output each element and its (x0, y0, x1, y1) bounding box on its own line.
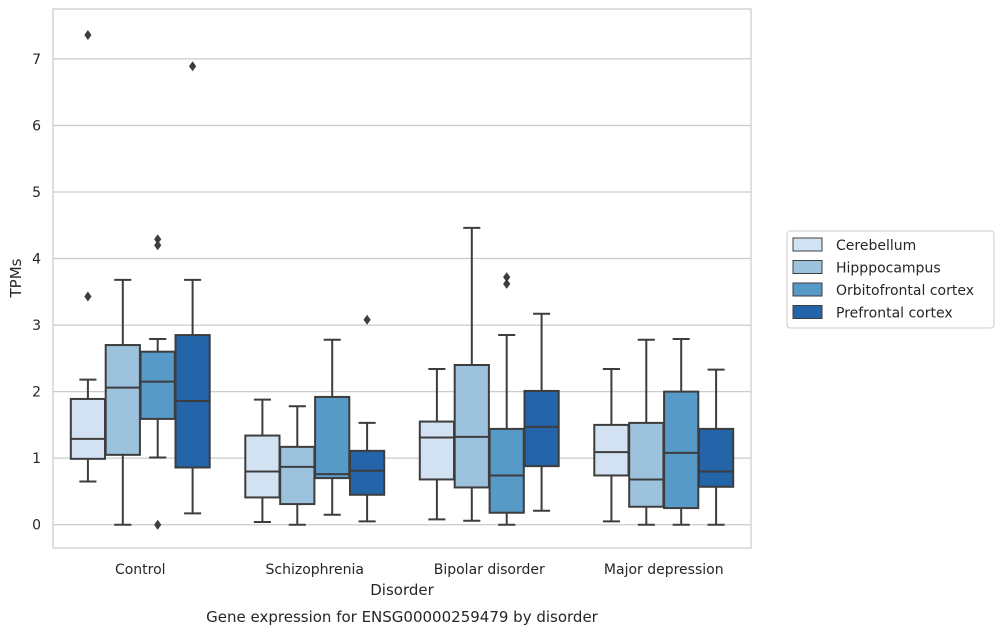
x-tick-label: Schizophrenia (266, 562, 364, 578)
box-1-2 (314, 338, 351, 516)
legend-label: Orbitofrontal cortex (836, 283, 974, 299)
box-groups (69, 29, 735, 530)
box-2-0 (418, 367, 456, 521)
box (663, 390, 700, 510)
outlier-point (84, 29, 92, 40)
box (348, 449, 386, 496)
legend-label: Prefrontal cortex (836, 306, 953, 322)
legend-swatch (792, 237, 823, 252)
box (314, 395, 351, 480)
box-2-2 (488, 272, 525, 526)
box (279, 445, 316, 506)
x-tick-label: Bipolar disorder (434, 562, 545, 578)
box (453, 364, 490, 489)
y-tick-label: 0 (32, 518, 41, 534)
plot-frame (52, 8, 752, 549)
box-0-0 (69, 29, 107, 483)
box (104, 344, 141, 456)
outlier-point (189, 61, 197, 72)
x-tick-label: Control (115, 562, 166, 578)
box-0-1 (104, 278, 141, 526)
box-3-0 (593, 367, 630, 523)
legend-frame (786, 230, 995, 329)
box (593, 423, 630, 477)
y-tick-label: 5 (32, 185, 41, 201)
outlier-point (154, 240, 162, 251)
box (488, 427, 525, 514)
y-tick-label: 7 (32, 52, 41, 68)
x-tick-label: Major depression (604, 562, 724, 578)
chart-caption: Gene expression for ENSG00000259479 by d… (206, 608, 599, 626)
outlier-point (363, 314, 371, 325)
box-1-1 (279, 405, 316, 526)
box-1-3 (348, 314, 386, 523)
box-0-3 (174, 61, 211, 515)
x-axis-ticks: Control Schizophrenia Bipolar disorder Majo… (115, 562, 724, 578)
box-0-2 (139, 234, 176, 530)
box (523, 389, 560, 468)
y-tick-label: 3 (32, 318, 41, 334)
y-axis-label: TPMs (7, 258, 25, 298)
box (244, 434, 281, 499)
box (628, 421, 665, 508)
outlier-point (503, 278, 511, 289)
box (697, 427, 735, 488)
box-3-3 (697, 368, 735, 526)
box (139, 350, 176, 420)
y-tick-label: 2 (32, 385, 41, 401)
box (418, 420, 456, 481)
outlier-point (503, 272, 511, 283)
legend-label: Hipppocampus (836, 261, 941, 277)
box (69, 397, 107, 460)
box-2-3 (523, 312, 560, 512)
y-tick-label: 1 (32, 451, 41, 467)
outlier-point (154, 519, 162, 530)
x-axis-label: Disorder (370, 581, 434, 599)
outlier-point (84, 291, 92, 302)
outlier-point (154, 234, 162, 245)
box-2-1 (453, 226, 490, 522)
legend-swatch (792, 305, 823, 319)
box-1-0 (244, 398, 281, 524)
y-tick-label: 6 (32, 118, 41, 134)
box-3-1 (628, 338, 665, 526)
legend-swatch (792, 282, 823, 297)
legend-swatch (792, 260, 823, 274)
y-axis-ticks: 0 1 2 3 4 5 6 7 (32, 52, 41, 534)
legend: Cerebellum Hipppocampus Orbitofrontal cort… (786, 230, 995, 329)
legend-label: Cerebellum (836, 238, 916, 254)
y-tick-label: 4 (32, 252, 41, 268)
